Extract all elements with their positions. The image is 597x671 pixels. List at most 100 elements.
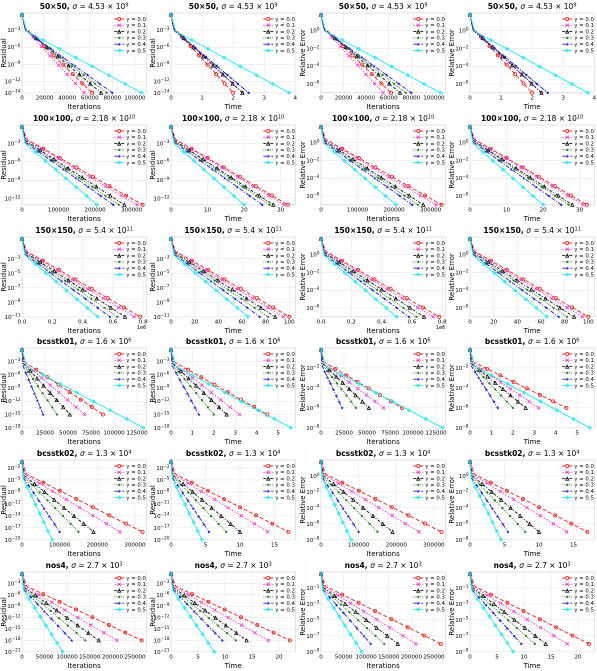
series-marker-gamma-0.0 xyxy=(271,630,276,635)
series-line-gamma-0.0 xyxy=(21,573,142,641)
x-tick-label: 5 xyxy=(277,431,281,437)
series-line-gamma-0.4 xyxy=(170,14,250,94)
series-marker-gamma-0.0 xyxy=(270,521,275,526)
legend-marker-gamma-0.1 xyxy=(415,247,420,251)
chart-title-sigma-value: = 1.3 × 10 xyxy=(532,449,576,458)
chart-title-sigma-exponent: 9 xyxy=(424,2,427,8)
series-marker-gamma-0.2 xyxy=(186,376,192,381)
legend-label-gamma-0.2: γ = 0.2 xyxy=(275,477,295,483)
series-marker-gamma-0.2 xyxy=(366,405,371,411)
series-marker-gamma-0.3 xyxy=(116,315,119,318)
y-tick-mantissa: 10 xyxy=(7,386,15,392)
series-marker-gamma-0.4 xyxy=(35,261,40,265)
series-marker-gamma-0.4 xyxy=(346,270,350,274)
y-tick-exponent: −4 xyxy=(313,286,320,291)
series-marker-gamma-0.3 xyxy=(330,376,333,379)
y-tick-mantissa: 10 xyxy=(309,252,317,258)
series-marker-gamma-0.1 xyxy=(503,156,508,161)
legend-marker-gamma-0.1 xyxy=(415,135,420,139)
chart-title-sigma-symbol: σ xyxy=(71,561,76,570)
series-marker-gamma-0.4 xyxy=(347,46,351,50)
chart-title-sigma-exponent: 4 xyxy=(576,450,579,456)
y-tick-label: 10−4 xyxy=(306,504,320,512)
legend-marker-gamma-0.2 xyxy=(266,252,271,258)
legend-box xyxy=(112,238,146,279)
chart-title-sigma-exponent: 10 xyxy=(278,114,284,120)
x-tick-label: 300000 xyxy=(419,207,441,213)
series-marker-gamma-0.0 xyxy=(139,638,144,643)
series-line-gamma-0.1 xyxy=(320,126,436,205)
legend-marker-gamma-0.5 xyxy=(266,160,271,165)
series-marker-gamma-0.0 xyxy=(552,513,557,518)
series-marker-gamma-0.0 xyxy=(570,633,575,638)
x-tick-label: 3 xyxy=(532,431,536,437)
series-marker-gamma-0.3 xyxy=(226,631,229,635)
series-marker-gamma-0.5 xyxy=(331,149,336,155)
legend-label-gamma-0.1: γ = 0.1 xyxy=(275,23,295,29)
x-tick-label: 0.8 xyxy=(437,319,446,325)
series-marker-gamma-0.2 xyxy=(98,90,104,95)
series-marker-gamma-0.3 xyxy=(241,185,244,188)
chart-title-sigma-symbol: σ xyxy=(220,561,225,570)
series-marker-gamma-0.2 xyxy=(557,304,562,310)
series-marker-gamma-0.2 xyxy=(352,393,358,398)
y-tick-exponent: −9 xyxy=(164,602,171,607)
series-marker-gamma-0.2 xyxy=(234,630,239,635)
series-marker-gamma-0.1 xyxy=(349,489,354,494)
series-marker-gamma-0.5 xyxy=(212,649,217,654)
series-marker-gamma-0.0 xyxy=(537,617,542,622)
series-marker-gamma-0.3 xyxy=(58,617,61,620)
y-tick-label: 10−6 xyxy=(7,371,21,379)
legend-marker-gamma-0.3 xyxy=(565,595,569,598)
y-tick-mantissa: 10 xyxy=(156,141,164,147)
series-marker-gamma-0.2 xyxy=(122,202,127,207)
series-marker-gamma-0.2 xyxy=(536,529,542,535)
y-tick-exponent: −9 xyxy=(14,176,21,181)
y-tick-mantissa: 10 xyxy=(154,91,162,97)
y-tick-label: 100 xyxy=(309,472,319,480)
series-marker-gamma-0.4 xyxy=(544,305,548,310)
series-marker-gamma-0.1 xyxy=(346,380,351,385)
series-marker-gamma-0.2 xyxy=(271,202,276,207)
y-tick-mantissa: 10 xyxy=(306,64,314,70)
y-tick-label: 100 xyxy=(458,138,468,146)
y-tick-label: 10−12 xyxy=(5,613,21,621)
series-line-gamma-0.5 xyxy=(469,573,514,653)
x-tick-label: 40000 xyxy=(357,95,375,101)
series-marker-gamma-0.0 xyxy=(438,641,443,646)
y-tick-mantissa: 10 xyxy=(306,306,314,312)
series-marker-gamma-0.4 xyxy=(341,611,345,615)
legend-marker-gamma-0.1 xyxy=(565,135,569,139)
series-marker-gamma-0.5 xyxy=(169,459,174,464)
series-marker-gamma-0.2 xyxy=(364,62,370,68)
legend-marker-gamma-0.4 xyxy=(565,377,569,382)
series-marker-gamma-0.4 xyxy=(58,530,62,534)
series-marker-gamma-0.5 xyxy=(19,124,25,129)
series-marker-gamma-0.0 xyxy=(214,72,219,77)
x-tick-label: 1 xyxy=(499,95,503,101)
x-tick-label: 2 xyxy=(212,431,216,437)
y-axis-label: Relative Error xyxy=(448,476,456,524)
legend-label-gamma-0.4: γ = 0.4 xyxy=(126,266,146,272)
series-marker-gamma-0.3 xyxy=(201,399,204,402)
chart-title-name: bcsstk01, xyxy=(186,337,229,346)
y-tick-mantissa: 10 xyxy=(7,256,15,262)
series-line-gamma-0.0 xyxy=(170,461,289,533)
y-tick-exponent: −18 xyxy=(12,424,21,429)
legend-marker-gamma-0.0 xyxy=(266,240,271,245)
series-line-gamma-0.5 xyxy=(21,349,144,429)
y-tick-mantissa: 10 xyxy=(156,160,164,166)
y-tick-exponent: −15 xyxy=(161,625,170,630)
x-tick-label: 0.8 xyxy=(139,319,148,325)
series-marker-gamma-0.0 xyxy=(536,505,541,510)
y-tick-label: 10−11 xyxy=(154,312,170,320)
series-marker-gamma-0.3 xyxy=(401,306,404,309)
y-tick-exponent: −6 xyxy=(164,591,171,596)
series-marker-gamma-0.2 xyxy=(397,90,402,95)
y-tick-exponent: −6 xyxy=(462,303,469,308)
x-tick-label: 5 xyxy=(502,542,506,548)
chart-title-sigma-exponent: 10 xyxy=(427,114,433,120)
y-tick-mantissa: 10 xyxy=(455,618,463,624)
y-tick-label: 10−2 xyxy=(455,268,469,276)
